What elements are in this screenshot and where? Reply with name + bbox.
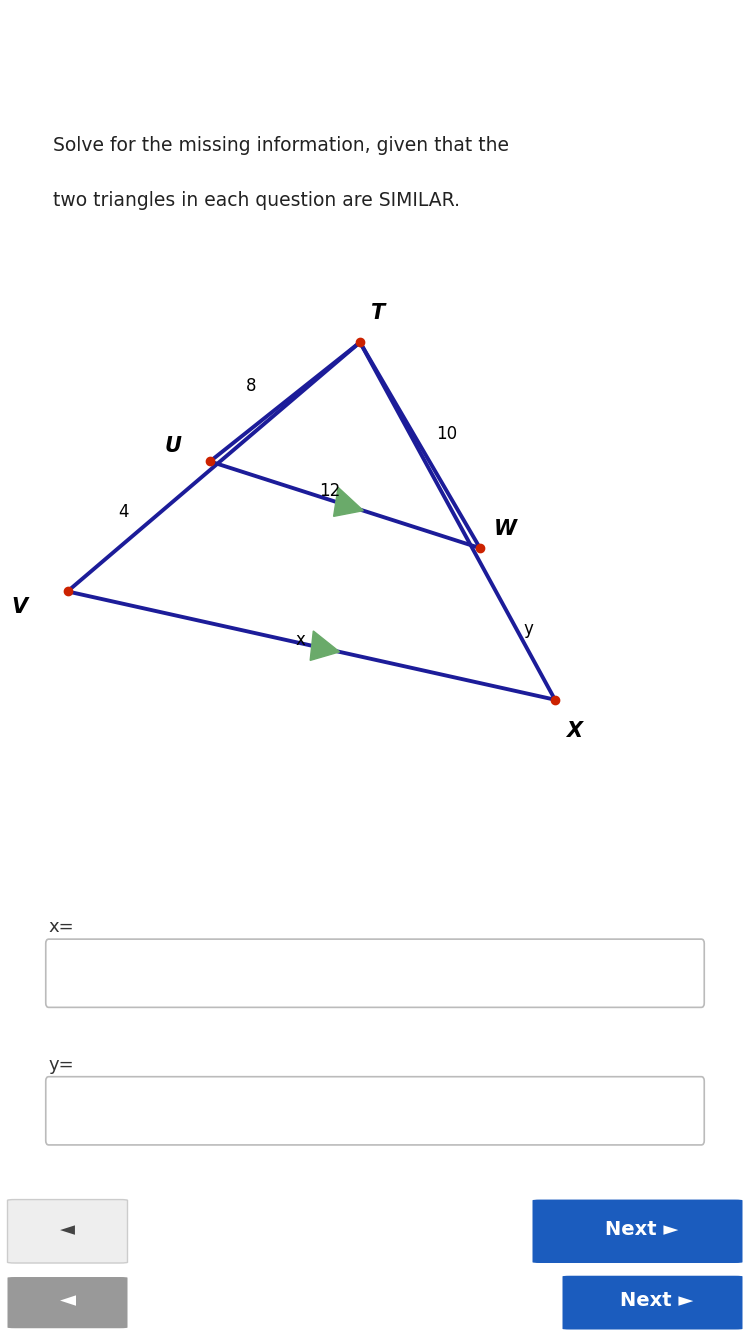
Text: X: X [566, 722, 582, 742]
Text: Q: Q [419, 1291, 436, 1311]
Text: Next ►: Next ► [604, 1221, 678, 1239]
Text: ←: ← [193, 1289, 212, 1313]
Text: ←  Lesson 7.1 Proportions and Similar...: ← Lesson 7.1 Proportions and Similar... [30, 69, 463, 88]
Polygon shape [310, 631, 340, 660]
Text: U: U [165, 436, 182, 456]
FancyBboxPatch shape [562, 1275, 742, 1330]
Text: 8: 8 [246, 376, 256, 395]
Text: 12: 12 [320, 482, 340, 500]
FancyBboxPatch shape [46, 939, 704, 1007]
Text: ◄: ◄ [59, 1291, 76, 1311]
FancyBboxPatch shape [532, 1199, 742, 1263]
Text: two triangles in each question are SIMILAR.: two triangles in each question are SIMIL… [53, 191, 460, 209]
Text: ✕: ✕ [530, 1289, 550, 1313]
Text: 7:04 PM: 7:04 PM [346, 15, 404, 28]
FancyBboxPatch shape [8, 1199, 128, 1263]
FancyBboxPatch shape [8, 1277, 128, 1329]
Text: 4: 4 [118, 503, 129, 522]
Text: Next ►: Next ► [620, 1291, 693, 1310]
Text: 63%: 63% [692, 15, 720, 28]
Text: y=: y= [49, 1055, 74, 1074]
Text: x=: x= [49, 918, 74, 936]
Text: ◄: ◄ [60, 1221, 75, 1239]
Text: →: → [305, 1289, 325, 1313]
Text: x: x [295, 631, 305, 650]
Text: Solve for the missing information, given that the: Solve for the missing information, given… [53, 136, 509, 156]
Text: 10: 10 [436, 426, 457, 443]
FancyBboxPatch shape [46, 1077, 704, 1145]
Text: .ull T-Mobile  LTE ✶: .ull T-Mobile LTE ✶ [38, 15, 162, 28]
Text: V: V [11, 596, 27, 616]
Polygon shape [334, 487, 363, 516]
Text: y: y [524, 620, 534, 639]
Text: T: T [371, 303, 386, 323]
Text: W: W [494, 519, 517, 539]
